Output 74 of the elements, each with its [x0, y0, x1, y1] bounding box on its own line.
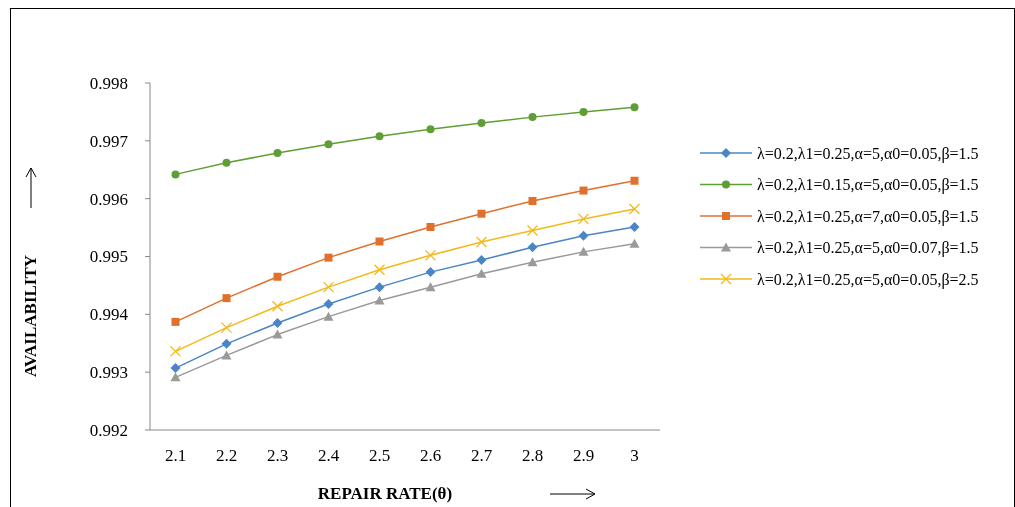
point	[578, 246, 589, 256]
point	[170, 363, 181, 374]
point	[579, 107, 588, 116]
x-tick-label: 3	[630, 446, 639, 465]
point	[629, 222, 640, 232]
point	[528, 196, 537, 205]
point	[527, 257, 538, 267]
point	[425, 267, 436, 278]
point	[475, 236, 488, 248]
point	[528, 113, 537, 122]
point	[222, 294, 231, 303]
point	[220, 321, 233, 334]
legend-label: λ=0.2,λ1=0.25,α=7,α0=0.05,β=1.5	[757, 207, 979, 226]
x-tick-label: 2.8	[521, 446, 544, 465]
y-tick-label: 0.996	[89, 189, 128, 209]
point	[221, 338, 232, 349]
point	[375, 132, 384, 141]
point	[374, 295, 385, 305]
x-axis-title: REPAIR RATE(θ)	[317, 484, 453, 503]
point	[221, 350, 232, 360]
point	[171, 317, 180, 326]
y-tick-label: 0.992	[89, 420, 128, 440]
y-tick-label: 0.993	[89, 363, 128, 383]
point	[273, 148, 282, 157]
point	[323, 298, 334, 309]
point	[170, 372, 181, 382]
point	[527, 242, 538, 253]
point	[578, 230, 589, 241]
legend-label: λ=0.2,λ1=0.25,α=5,α0=0.05,β=2.5	[757, 270, 979, 289]
point	[476, 268, 487, 278]
point	[426, 125, 435, 134]
y-tick-label: 0.997	[89, 131, 129, 151]
point	[323, 311, 334, 321]
legend-label: λ=0.2,λ1=0.15,α=5,α0=0.05,β=1.5	[757, 176, 979, 195]
y-tick-label: 0.995	[89, 247, 128, 267]
x-tick-label: 2.9	[572, 446, 595, 465]
x-tick-label: 2.1	[164, 446, 187, 465]
point	[375, 237, 384, 246]
point	[477, 209, 486, 218]
legend-label: λ=0.2,λ1=0.25,α=5,α0=0.07,β=1.5	[757, 239, 979, 258]
point	[324, 140, 333, 149]
point	[322, 281, 335, 293]
point	[579, 186, 588, 195]
point	[273, 272, 282, 281]
point	[630, 176, 639, 185]
point	[374, 282, 385, 293]
point	[477, 118, 486, 127]
point	[171, 170, 180, 179]
x-tick-label: 2.2	[215, 446, 238, 465]
legend-label: λ=0.2,λ1=0.25,α=5,α0=0.05,β=1.5	[757, 144, 979, 163]
x-tick-label: 2.7	[470, 446, 493, 465]
x-tick-label: 2.6	[419, 446, 442, 465]
x-tick-label: 2.4	[317, 446, 340, 465]
point	[630, 103, 639, 112]
point	[628, 203, 641, 215]
point	[324, 253, 333, 262]
point	[577, 213, 590, 225]
x-tick-label: 2.3	[266, 446, 289, 465]
point	[271, 300, 284, 312]
point	[373, 264, 386, 276]
point	[425, 282, 436, 292]
x-tick-label: 2.5	[368, 446, 391, 465]
point	[476, 254, 487, 265]
point	[424, 249, 437, 261]
point	[272, 318, 283, 329]
y-tick-label: 0.994	[89, 305, 129, 325]
y-axis-title: AVAILABILITY	[21, 254, 40, 378]
point	[629, 238, 640, 248]
point	[272, 329, 283, 339]
point	[222, 158, 231, 167]
y-tick-label: 0.998	[89, 73, 128, 93]
point	[526, 224, 539, 237]
point	[426, 223, 435, 232]
point	[169, 345, 182, 357]
